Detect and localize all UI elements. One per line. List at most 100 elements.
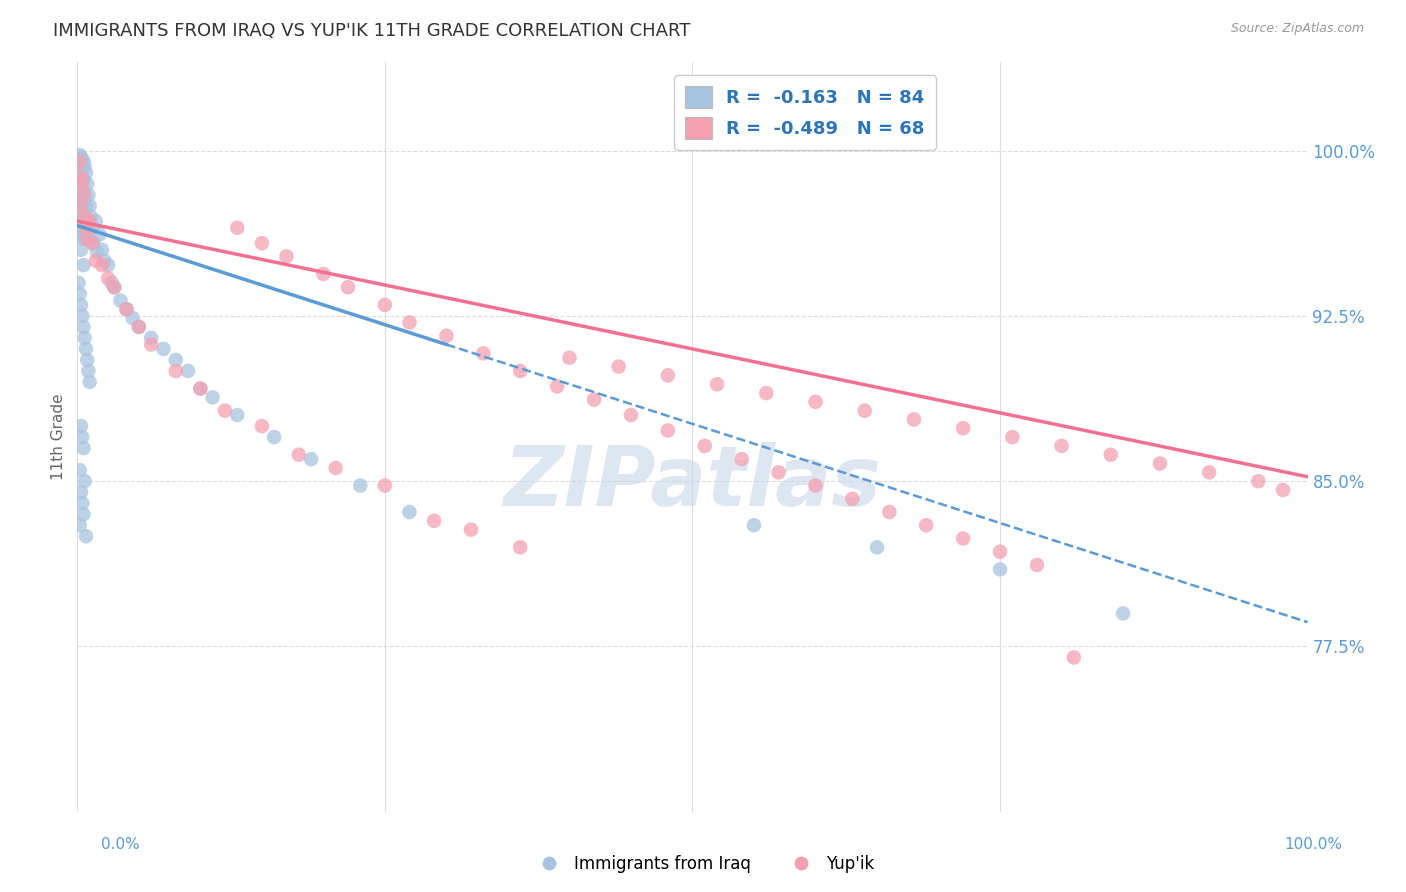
Point	[70, 199, 93, 213]
Point	[69, 169, 91, 184]
Point	[1149, 457, 1171, 471]
Point	[70, 298, 93, 312]
Point	[73, 187, 96, 202]
Point	[72, 187, 94, 202]
Text: ZIPatlas: ZIPatlas	[503, 442, 882, 523]
Point	[115, 302, 138, 317]
Point	[1050, 439, 1073, 453]
Legend: Immigrants from Iraq, Yup'ik: Immigrants from Iraq, Yup'ik	[526, 848, 880, 880]
Point	[509, 541, 531, 555]
Point	[128, 319, 150, 334]
Point	[103, 280, 125, 294]
Point	[72, 507, 94, 521]
Point	[73, 474, 96, 488]
Point	[90, 258, 114, 272]
Point	[509, 364, 531, 378]
Point	[165, 353, 187, 368]
Point	[115, 302, 138, 317]
Point	[620, 408, 643, 422]
Point	[79, 214, 101, 228]
Point	[657, 424, 679, 438]
Point	[250, 419, 273, 434]
Point	[86, 244, 108, 259]
Point	[73, 331, 96, 345]
Point	[250, 236, 273, 251]
Point	[70, 485, 93, 500]
Point	[460, 523, 482, 537]
Point	[1247, 474, 1270, 488]
Point	[70, 153, 93, 167]
Point	[866, 541, 889, 555]
Point	[75, 342, 97, 356]
Point	[103, 280, 125, 294]
Point	[731, 452, 754, 467]
Point	[152, 342, 174, 356]
Point	[952, 532, 974, 546]
Point	[70, 169, 93, 184]
Point	[188, 382, 212, 396]
Point	[276, 249, 298, 263]
Point	[325, 461, 347, 475]
Point	[693, 439, 716, 453]
Point	[226, 220, 249, 235]
Point	[706, 377, 728, 392]
Point	[337, 280, 360, 294]
Point	[879, 505, 901, 519]
Point	[76, 214, 98, 228]
Point	[398, 316, 420, 330]
Point	[69, 518, 91, 533]
Point	[70, 223, 93, 237]
Text: 0.0%: 0.0%	[101, 837, 141, 852]
Point	[1099, 448, 1122, 462]
Point	[853, 403, 876, 417]
Point	[75, 529, 97, 543]
Point	[141, 337, 163, 351]
Point	[1198, 466, 1220, 480]
Point	[76, 353, 98, 368]
Point	[101, 276, 124, 290]
Point	[75, 199, 97, 213]
Y-axis label: 11th Grade: 11th Grade	[51, 393, 66, 481]
Point	[201, 391, 224, 405]
Point	[75, 232, 97, 246]
Point	[110, 293, 132, 308]
Point	[436, 328, 458, 343]
Point	[84, 253, 107, 268]
Point	[423, 514, 446, 528]
Point	[82, 236, 104, 251]
Point	[903, 412, 925, 426]
Point	[67, 166, 90, 180]
Point	[165, 364, 187, 378]
Point	[804, 478, 827, 492]
Point	[69, 199, 91, 213]
Point	[70, 243, 93, 257]
Point	[77, 187, 100, 202]
Point	[75, 220, 97, 235]
Point	[84, 214, 107, 228]
Point	[89, 227, 111, 242]
Point	[72, 154, 94, 169]
Text: Source: ZipAtlas.com: Source: ZipAtlas.com	[1230, 22, 1364, 36]
Point	[1001, 430, 1024, 444]
Point	[312, 267, 335, 281]
Point	[67, 177, 90, 191]
Point	[128, 319, 150, 334]
Point	[69, 159, 91, 173]
Point	[70, 214, 93, 228]
Point	[73, 210, 96, 224]
Point	[97, 271, 120, 285]
Point	[72, 319, 94, 334]
Point	[67, 276, 90, 290]
Point	[755, 386, 778, 401]
Point	[67, 187, 90, 202]
Point	[73, 159, 96, 173]
Point	[299, 452, 322, 467]
Point	[915, 518, 938, 533]
Point	[70, 161, 93, 176]
Point	[546, 379, 568, 393]
Point	[76, 177, 98, 191]
Point	[97, 258, 120, 272]
Text: 100.0%: 100.0%	[1285, 837, 1343, 852]
Point	[583, 392, 606, 407]
Point	[69, 463, 91, 477]
